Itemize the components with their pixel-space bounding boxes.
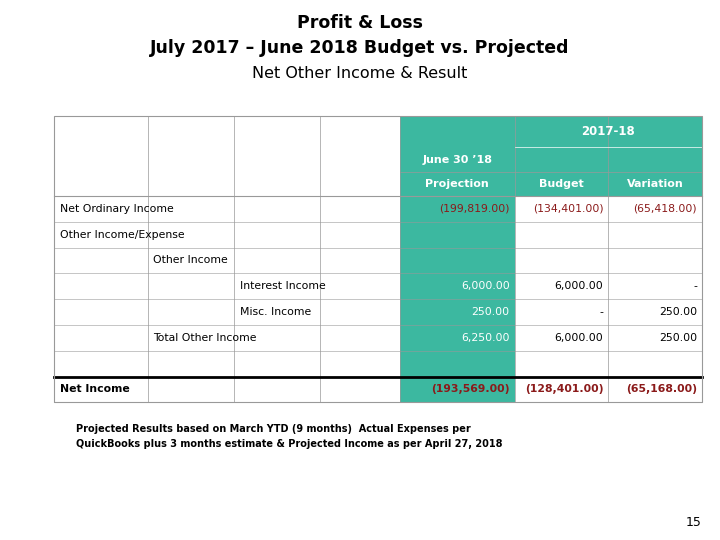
Text: 6,000.00: 6,000.00 xyxy=(461,281,510,291)
Text: Other Income: Other Income xyxy=(153,255,228,266)
Text: Net Income: Net Income xyxy=(60,384,130,394)
Text: -: - xyxy=(600,307,603,317)
Text: Misc. Income: Misc. Income xyxy=(240,307,311,317)
Text: Projected Results based on March YTD (9 months)  Actual Expenses per
QuickBooks : Projected Results based on March YTD (9 … xyxy=(76,424,502,449)
Text: 2017-18: 2017-18 xyxy=(582,125,635,138)
Bar xyxy=(400,247,515,273)
Bar xyxy=(400,222,515,247)
Text: -: - xyxy=(693,281,697,291)
Text: Net Other Income & Result: Net Other Income & Result xyxy=(252,66,468,81)
Text: (193,569.00): (193,569.00) xyxy=(431,384,510,394)
Text: June 30 ’18: June 30 ’18 xyxy=(422,154,492,165)
Bar xyxy=(400,196,515,222)
Text: 250.00: 250.00 xyxy=(472,307,510,317)
Text: (134,401.00): (134,401.00) xyxy=(533,204,603,214)
Text: Total Other Income: Total Other Income xyxy=(153,333,257,343)
Bar xyxy=(400,351,515,376)
Bar xyxy=(400,325,515,351)
Text: (65,168.00): (65,168.00) xyxy=(626,384,697,394)
Text: (65,418.00): (65,418.00) xyxy=(634,204,697,214)
Text: (128,401.00): (128,401.00) xyxy=(525,384,603,394)
Text: Profit & Loss: Profit & Loss xyxy=(297,14,423,31)
Text: 15: 15 xyxy=(686,516,702,529)
Text: 250.00: 250.00 xyxy=(659,333,697,343)
Bar xyxy=(400,273,515,299)
Bar xyxy=(400,376,515,402)
Text: Interest Income: Interest Income xyxy=(240,281,325,291)
Text: 250.00: 250.00 xyxy=(659,307,697,317)
Text: (199,819.00): (199,819.00) xyxy=(439,204,510,214)
Text: Variation: Variation xyxy=(627,179,683,189)
Text: 6,250.00: 6,250.00 xyxy=(462,333,510,343)
Text: Projection: Projection xyxy=(426,179,489,189)
Text: 6,000.00: 6,000.00 xyxy=(554,281,603,291)
Text: Budget: Budget xyxy=(539,179,584,189)
Bar xyxy=(400,299,515,325)
Text: Net Ordinary Income: Net Ordinary Income xyxy=(60,204,174,214)
Text: July 2017 – June 2018 Budget vs. Projected: July 2017 – June 2018 Budget vs. Project… xyxy=(150,39,570,57)
Text: Other Income/Expense: Other Income/Expense xyxy=(60,230,184,240)
Text: 6,000.00: 6,000.00 xyxy=(554,333,603,343)
